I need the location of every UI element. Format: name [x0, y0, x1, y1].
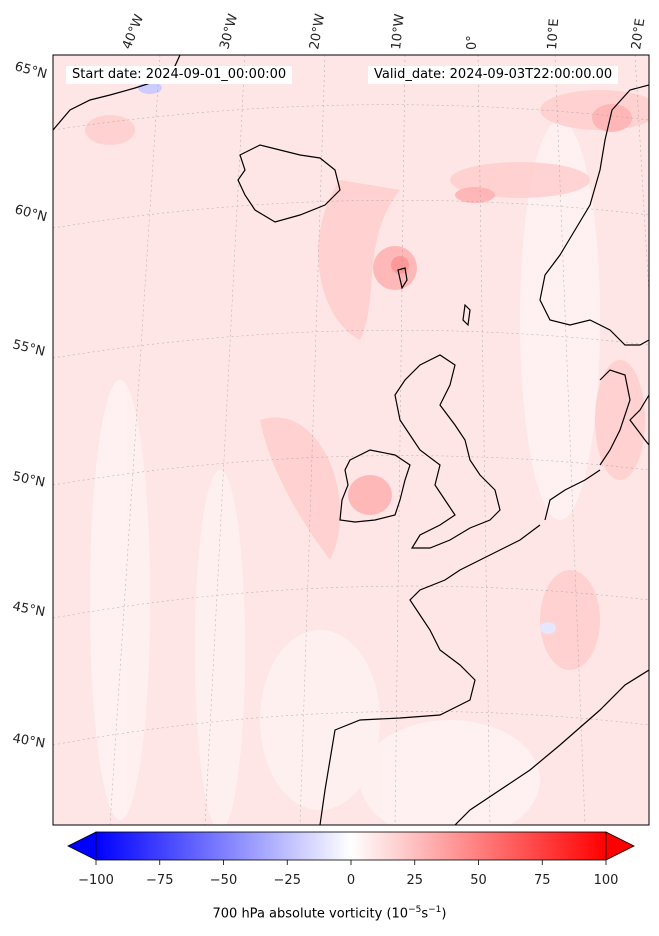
colorbar-tick-label: 0 — [347, 873, 355, 888]
colorbar-tick-label: −25 — [274, 873, 301, 888]
colorbar-tick-label: 50 — [470, 873, 487, 888]
lat-label: 45°N — [11, 599, 46, 620]
lon-label: 10°W — [389, 13, 408, 50]
lat-label: 65°N — [13, 59, 49, 82]
lat-label: 40°N — [11, 731, 46, 751]
colorbar: −100 −75 −50 −25 0 25 50 75 100 — [67, 831, 635, 888]
coastlines — [53, 55, 649, 825]
valid-date-label: Valid_date: 2024-09-03T22:00:00.00 — [368, 66, 619, 84]
colorbar-tick-label: 25 — [406, 873, 423, 888]
lat-label: 60°N — [13, 202, 49, 225]
lon-label: 10°E — [545, 18, 562, 50]
colorbar-tick-label: −75 — [146, 873, 173, 888]
lon-label: 40°W — [120, 12, 147, 51]
latitude-labels: 65°N 60°N 55°N 50°N 45°N 40°N — [11, 59, 48, 751]
colorbar-tick-label: −50 — [210, 873, 237, 888]
colorbar-label: 700 hPa absolute vorticity (10−5s−1) — [212, 905, 447, 922]
lon-label: 30°W — [217, 12, 241, 51]
vorticity-field — [53, 55, 649, 825]
lat-label: 55°N — [11, 337, 46, 359]
colorbar-tick-label: 75 — [534, 873, 551, 888]
lon-label: 20°W — [307, 13, 328, 51]
lon-label: 20°E — [629, 18, 648, 51]
start-date-label: Start date: 2024-09-01_00:00:00 — [66, 66, 293, 84]
map-frame — [52, 54, 650, 826]
colorbar-tick-label: 100 — [594, 873, 619, 888]
lon-label: 0° — [465, 35, 480, 50]
lat-label: 50°N — [11, 469, 46, 490]
colorbar-tick-label: −100 — [78, 873, 114, 888]
longitude-labels: 40°W 30°W 20°W 10°W 0° 10°E 20°E — [120, 12, 649, 51]
